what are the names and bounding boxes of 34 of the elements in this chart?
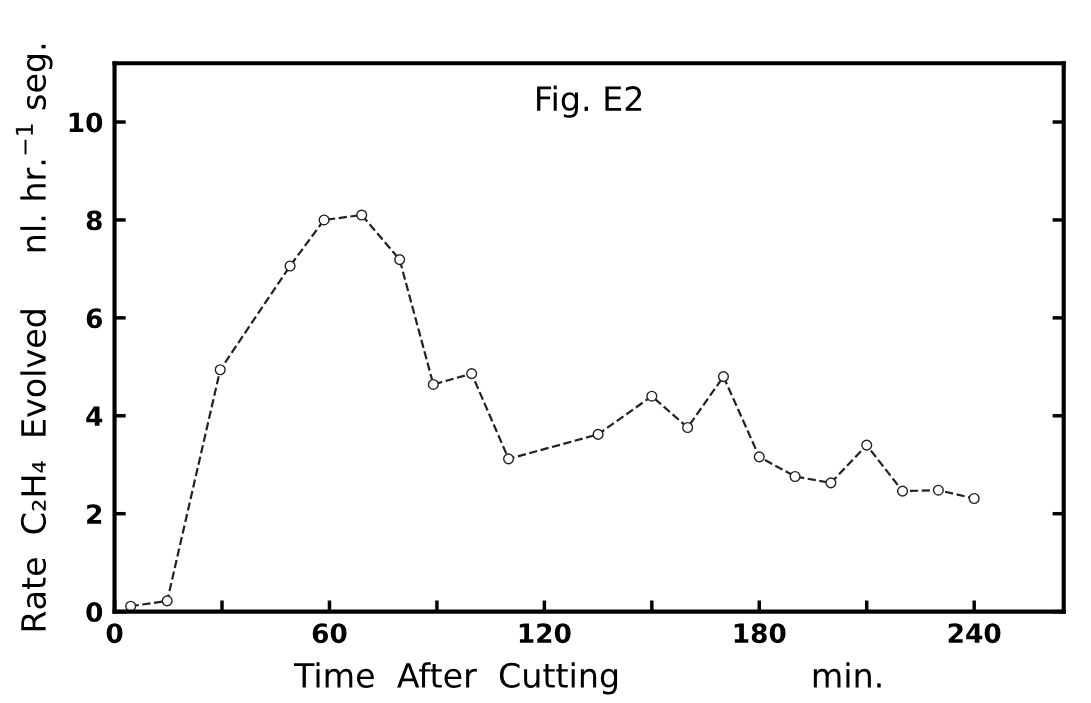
y-tick-label: 2	[87, 504, 102, 524]
point	[284, 260, 296, 272]
x-tick-label: 60	[312, 623, 347, 644]
point	[318, 214, 330, 226]
x-tick-label: 0	[106, 623, 123, 644]
point	[896, 485, 909, 497]
point	[789, 470, 801, 483]
point	[717, 371, 730, 383]
point	[214, 364, 226, 376]
y-tick-label: 6	[86, 308, 103, 329]
point	[753, 451, 765, 463]
point	[466, 368, 478, 380]
point	[825, 477, 837, 489]
y-tick-label: 4	[86, 406, 103, 426]
point	[646, 390, 658, 402]
y-tick-label: 0	[86, 602, 103, 623]
point	[356, 209, 368, 221]
point	[932, 484, 944, 496]
text: Fig. E2	[537, 85, 642, 118]
point	[968, 492, 980, 505]
point	[861, 439, 873, 451]
point	[592, 428, 604, 440]
x-axis-title: Time After Cutting min.	[293, 662, 881, 695]
x-tick-label: 120	[519, 623, 571, 644]
y-tick-label: 10	[69, 112, 103, 133]
y-tick-label: 8	[86, 210, 102, 231]
y-axis-title: Rate C₂H₄ Evolved nl. hr.$^{−1}$ seg.	[15, 44, 53, 631]
point	[427, 378, 439, 390]
point	[502, 453, 515, 465]
point	[394, 254, 406, 266]
x-tick-label: 240	[948, 623, 1001, 644]
point	[682, 421, 694, 434]
x-tick-label: 180	[734, 623, 786, 644]
point	[161, 595, 173, 607]
